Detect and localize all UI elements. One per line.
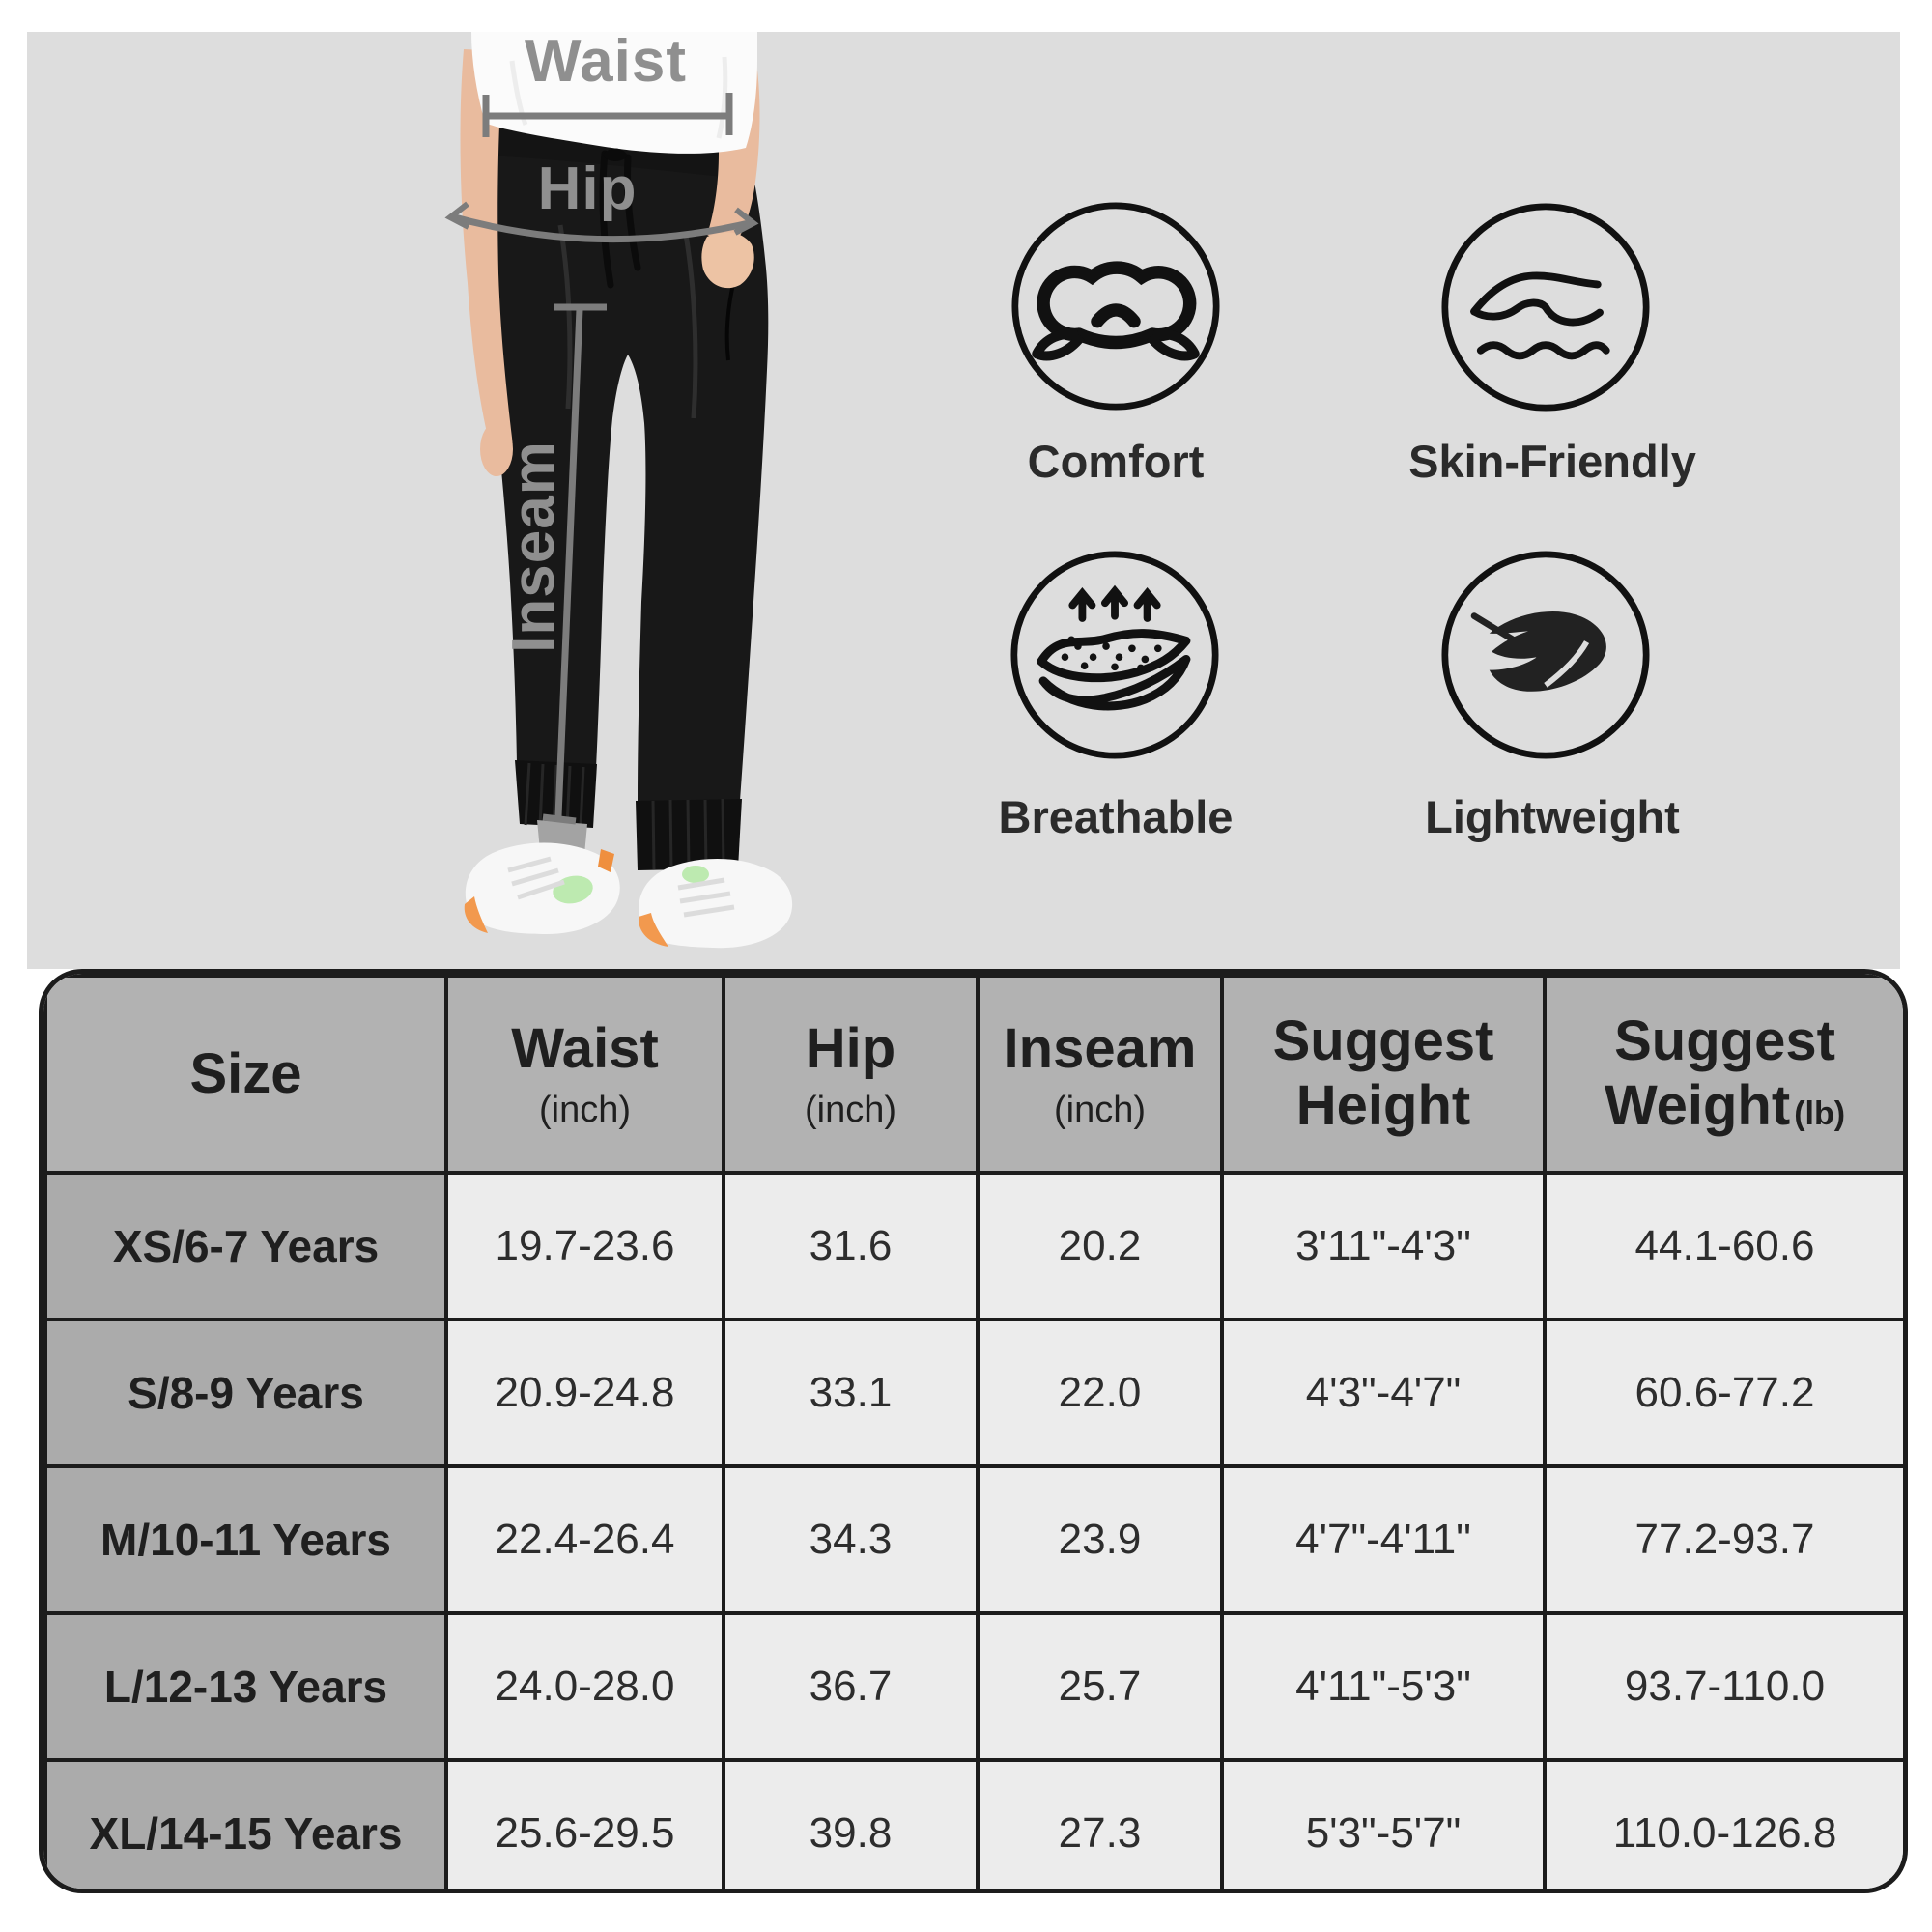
- waist-cell: 25.6-29.5: [444, 1758, 725, 1889]
- header-suggest-weight: Suggest Weight (lb): [1543, 974, 1903, 1175]
- table-row: M/10-11 Years 22.4-26.4 34.3 23.9 4'7"-4…: [43, 1464, 1903, 1615]
- table-row: XS/6-7 Years 19.7-23.6 31.6 20.2 3'11"-4…: [43, 1171, 1903, 1321]
- size-cell: XS/6-7 Years: [43, 1171, 448, 1321]
- waist-cell: 19.7-23.6: [444, 1171, 725, 1321]
- header-inseam: Inseam (inch): [976, 974, 1224, 1175]
- cotton-comfort-icon: [1011, 202, 1220, 411]
- table-row: S/8-9 Years 20.9-24.8 33.1 22.0 4'3"-4'7…: [43, 1318, 1903, 1468]
- hip-cell: 36.7: [722, 1611, 980, 1762]
- weight-cell: 60.6-77.2: [1543, 1318, 1903, 1468]
- right-sneaker: [638, 858, 793, 949]
- left-arm: [460, 49, 513, 469]
- background-panel: [27, 32, 1900, 969]
- weight-cell: 110.0-126.8: [1543, 1758, 1903, 1889]
- hip-cell: 31.6: [722, 1171, 980, 1321]
- t-shirt: [471, 32, 757, 154]
- header-suggest-height: Suggest Height: [1220, 974, 1547, 1175]
- feature-label-breathable: Breathable: [998, 791, 1234, 842]
- table-row: XL/14-15 Years 25.6-29.5 39.8 27.3 5'3"-…: [43, 1758, 1903, 1889]
- size-cell: S/8-9 Years: [43, 1318, 448, 1468]
- height-cell: 4'3"-4'7": [1220, 1318, 1547, 1468]
- size-cell: XL/14-15 Years: [43, 1758, 448, 1889]
- inseam-label: Inseam: [500, 440, 567, 653]
- weight-cell: 44.1-60.6: [1543, 1171, 1903, 1321]
- weight-cell: 93.7-110.0: [1543, 1611, 1903, 1762]
- hip-cell: 33.1: [722, 1318, 980, 1468]
- size-cell: M/10-11 Years: [43, 1464, 448, 1615]
- hip-cell: 39.8: [722, 1758, 980, 1889]
- table-row: L/12-13 Years 24.0-28.0 36.7 25.7 4'11"-…: [43, 1611, 1903, 1762]
- waist-cell: 22.4-26.4: [444, 1464, 725, 1615]
- header-size: Size: [43, 974, 448, 1175]
- weight-cell: 77.2-93.7: [1543, 1464, 1903, 1615]
- header-hip: Hip (inch): [722, 974, 980, 1175]
- joggers-silhouette: [478, 123, 769, 803]
- inseam-cell: 27.3: [976, 1758, 1224, 1889]
- inseam-cell: 25.7: [976, 1611, 1224, 1762]
- hip-label: Hip: [537, 156, 638, 222]
- height-cell: 3'11"-4'3": [1220, 1171, 1547, 1321]
- height-cell: 5'3"-5'7": [1220, 1758, 1547, 1889]
- inseam-cell: 22.0: [976, 1318, 1224, 1468]
- product-photo: [460, 32, 793, 949]
- height-cell: 4'11"-5'3": [1220, 1611, 1547, 1762]
- hand-skin-friendly-icon: [1441, 203, 1650, 412]
- feature-label-lightweight: Lightweight: [1425, 791, 1680, 842]
- size-chart-table: Size Waist (inch) Hip (inch) Inseam (inc…: [39, 969, 1908, 1893]
- feather-lightweight-icon: [1441, 551, 1650, 759]
- header-waist: Waist (inch): [444, 974, 725, 1175]
- feature-label-comfort: Comfort: [1027, 436, 1205, 487]
- header-row: Size Waist (inch) Hip (inch) Inseam (inc…: [43, 974, 1903, 1175]
- size-cell: L/12-13 Years: [43, 1611, 448, 1762]
- hand-in-pocket: [701, 232, 754, 289]
- height-cell: 4'7"-4'11": [1220, 1464, 1547, 1615]
- inseam-cell: 23.9: [976, 1464, 1224, 1615]
- waist-cell: 24.0-28.0: [444, 1611, 725, 1762]
- inseam-cell: 20.2: [976, 1171, 1224, 1321]
- hip-cell: 34.3: [722, 1464, 980, 1615]
- waist-cell: 20.9-24.8: [444, 1318, 725, 1468]
- left-sneaker: [464, 842, 620, 934]
- waist-label: Waist: [524, 28, 688, 95]
- breathable-fabric-icon: [1010, 551, 1219, 759]
- feature-label-skin-friendly: Skin-Friendly: [1408, 436, 1696, 487]
